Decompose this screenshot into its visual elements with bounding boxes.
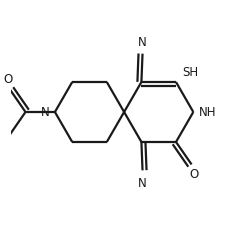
Text: N: N [138, 36, 147, 49]
Text: NH: NH [199, 106, 216, 119]
Text: O: O [189, 167, 199, 180]
Text: O: O [3, 73, 12, 86]
Text: N: N [41, 106, 49, 119]
Text: N: N [138, 176, 147, 189]
Text: SH: SH [183, 65, 199, 78]
